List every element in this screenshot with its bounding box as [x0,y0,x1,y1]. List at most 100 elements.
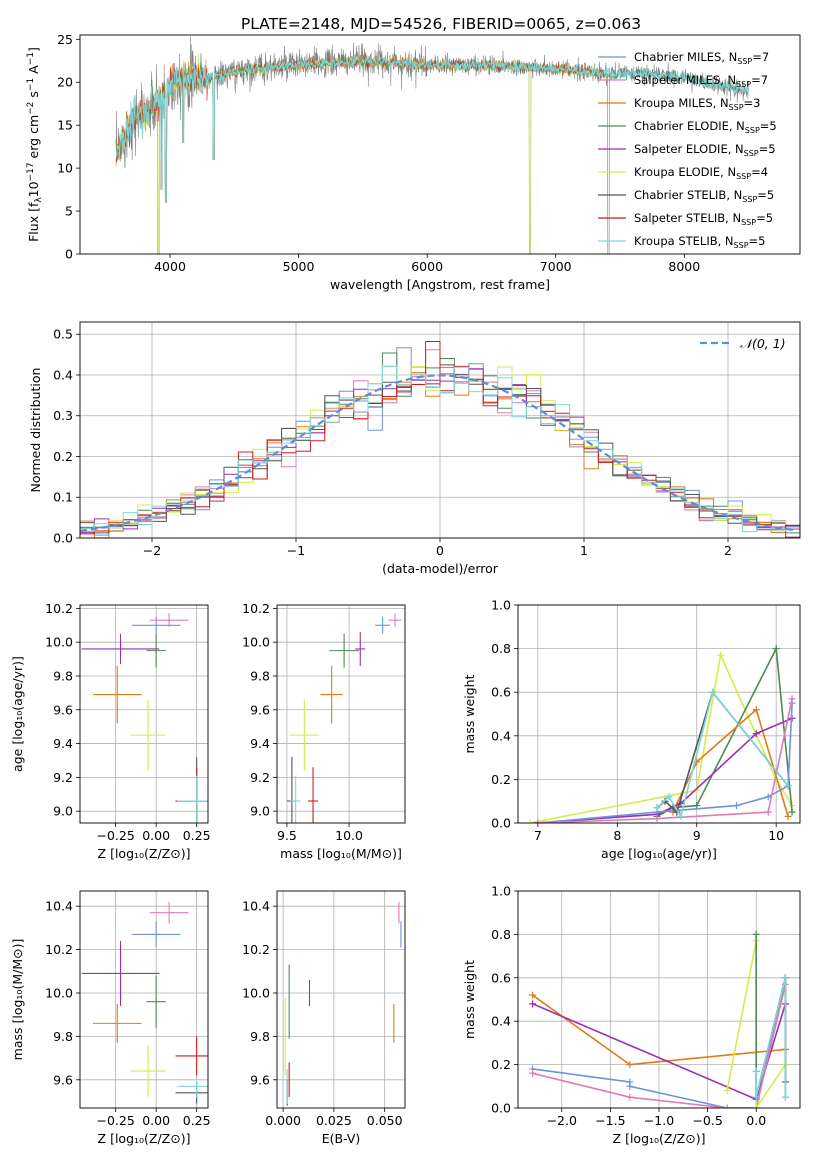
y-tick-label: 9.8 [250,1029,270,1044]
histogram-kroupa_stelib [80,366,800,533]
series-marker [653,804,661,812]
y-tick-label: 10.0 [242,985,270,1000]
gaussian-curve [80,374,798,532]
x-axis-label: Z [log₁₀(Z/Z⊙)] [98,1131,191,1146]
y-tick-label: 0.2 [53,449,73,464]
plot-content [286,613,402,823]
y-tick-label: 20 [57,75,73,90]
series-marker [709,688,717,696]
series-salpeter_miles [534,695,796,823]
series-kroupa_elodie [526,651,796,823]
series-marker [693,802,701,810]
x-tick-label: 0.00 [142,1113,170,1128]
series-marker [784,812,792,820]
grid [80,605,208,823]
point-kroupa_elodie [289,699,320,771]
plot-area [80,605,208,823]
legend-label-kroupa_elodie: Kroupa ELODIE, NSSP=4 [634,165,768,181]
point-chabrier_elodie [329,633,360,668]
y-tick-label: 10.2 [242,601,270,616]
point-chabrier_miles [131,616,181,634]
x-axis-label: mass [log₁₀(M/M⊙)] [280,846,402,861]
point-salpeter_stelib [308,767,319,823]
y-tick-label: 0.0 [491,1101,511,1116]
y-tick-label: 9.6 [53,1072,73,1087]
y-tick-label: 9.0 [250,804,270,819]
y-tick-label: 0.8 [491,641,511,656]
series-marker [626,1061,634,1069]
x-tick-label: 4000 [154,259,186,274]
series-line [755,977,787,1098]
legend-label-kroupa_miles: Kroupa MILES, NSSP=3 [634,96,760,112]
y-tick-label: 1.0 [491,884,511,899]
y-tick-label: 5 [65,204,73,219]
y-tick-label: 10.4 [45,899,73,914]
axes-frame [79,321,801,539]
axes-frame [276,604,406,824]
x-tick-label: 8000 [668,259,700,274]
series-marker [752,706,760,714]
series-marker [723,1087,731,1095]
y-tick-label: 10 [57,161,73,176]
y-tick-label: 9.2 [53,770,73,785]
point-chabrier_elodie [146,633,166,668]
y-tick-label: 0.4 [491,1014,511,1029]
point-salpeter_elodie [81,940,160,1007]
plot-content [529,930,789,1108]
y-tick-label: 10.0 [45,985,73,1000]
y-tick-label: 0 [65,247,73,262]
plot-content [81,901,208,1104]
series-marker [626,1082,634,1090]
y-tick-label: 9.4 [250,736,270,751]
point-kroupa_elodie [130,699,166,771]
point-kroupa_miles [92,1003,142,1043]
x-tick-label: 6000 [411,259,443,274]
series-marker [752,930,760,938]
series-marker [653,815,661,823]
x-tick-label: 0.025 [316,1113,352,1128]
point-salpeter_miles [149,613,189,627]
plot-area [518,605,800,823]
x-tick-label: 0 [436,543,444,558]
plot-content [81,613,208,823]
axes-mass_vs_metallicity: −0.25 0.00 0.25 9.6 9.8 10.0 10.2 10.4 Z [log₁₀(… [10,890,211,1146]
point-salpeter_stelib [175,1036,208,1076]
point-kroupa_miles [320,665,343,724]
y-tick-label: 9.8 [53,668,73,683]
x-tick-label: −0.5 [692,1113,722,1128]
axes-age_vs_metallicity: −0.25 0.00 0.25 9.0 9.2 9.4 9.6 9.8 10.0 10.2 Z [l… [10,601,211,861]
x-tick-label: 9 [693,828,701,843]
y-axis-label: Normed distribution [28,368,43,493]
series-kroupa_stelib [752,974,789,1101]
figure-title: PLATE=2148, MJD=54526, FIBERID=0065, z=0… [241,15,641,33]
x-axis-label: age [log₁₀(age/yr)] [601,846,717,861]
axes-frame [517,604,801,824]
y-tick-label: 25 [57,32,73,47]
series-marker [784,782,792,790]
series-marker [626,1093,634,1101]
x-axis-label: Z [log₁₀(Z/Z⊙)] [613,1131,706,1146]
y-tick-label: 15 [57,118,73,133]
x-tick-label: 0.25 [183,1113,211,1128]
legend-label-chabrier_elodie: Chabrier ELODIE, NSSP=5 [634,119,777,135]
y-tick-label: 10.2 [45,942,73,957]
x-tick-label: 0.00 [142,828,170,843]
series-line [532,984,787,1108]
point-chabrier_elodie [146,975,166,1028]
series-kroupa_stelib [653,688,792,820]
series-line [537,698,793,823]
axes-frame [517,890,801,1109]
x-tick-label: 0.000 [265,1113,301,1128]
x-tick-label: −1 [287,543,305,558]
legend-label-salpeter_miles: Salpeter MILES, NSSP=7 [634,73,768,89]
y-tick-label: 9.0 [53,804,73,819]
x-tick-label: 9.5 [277,828,297,843]
x-tick-label: −2.0 [547,1113,577,1128]
legend-label-chabrier_stelib: Chabrier STELIB, NSSP=5 [634,188,774,204]
y-tick-label: 0.0 [53,531,73,546]
x-tick-label: 2 [724,543,732,558]
y-tick-label: 0.6 [491,685,511,700]
series-marker [677,812,685,820]
point-salpeter_elodie [355,632,366,666]
